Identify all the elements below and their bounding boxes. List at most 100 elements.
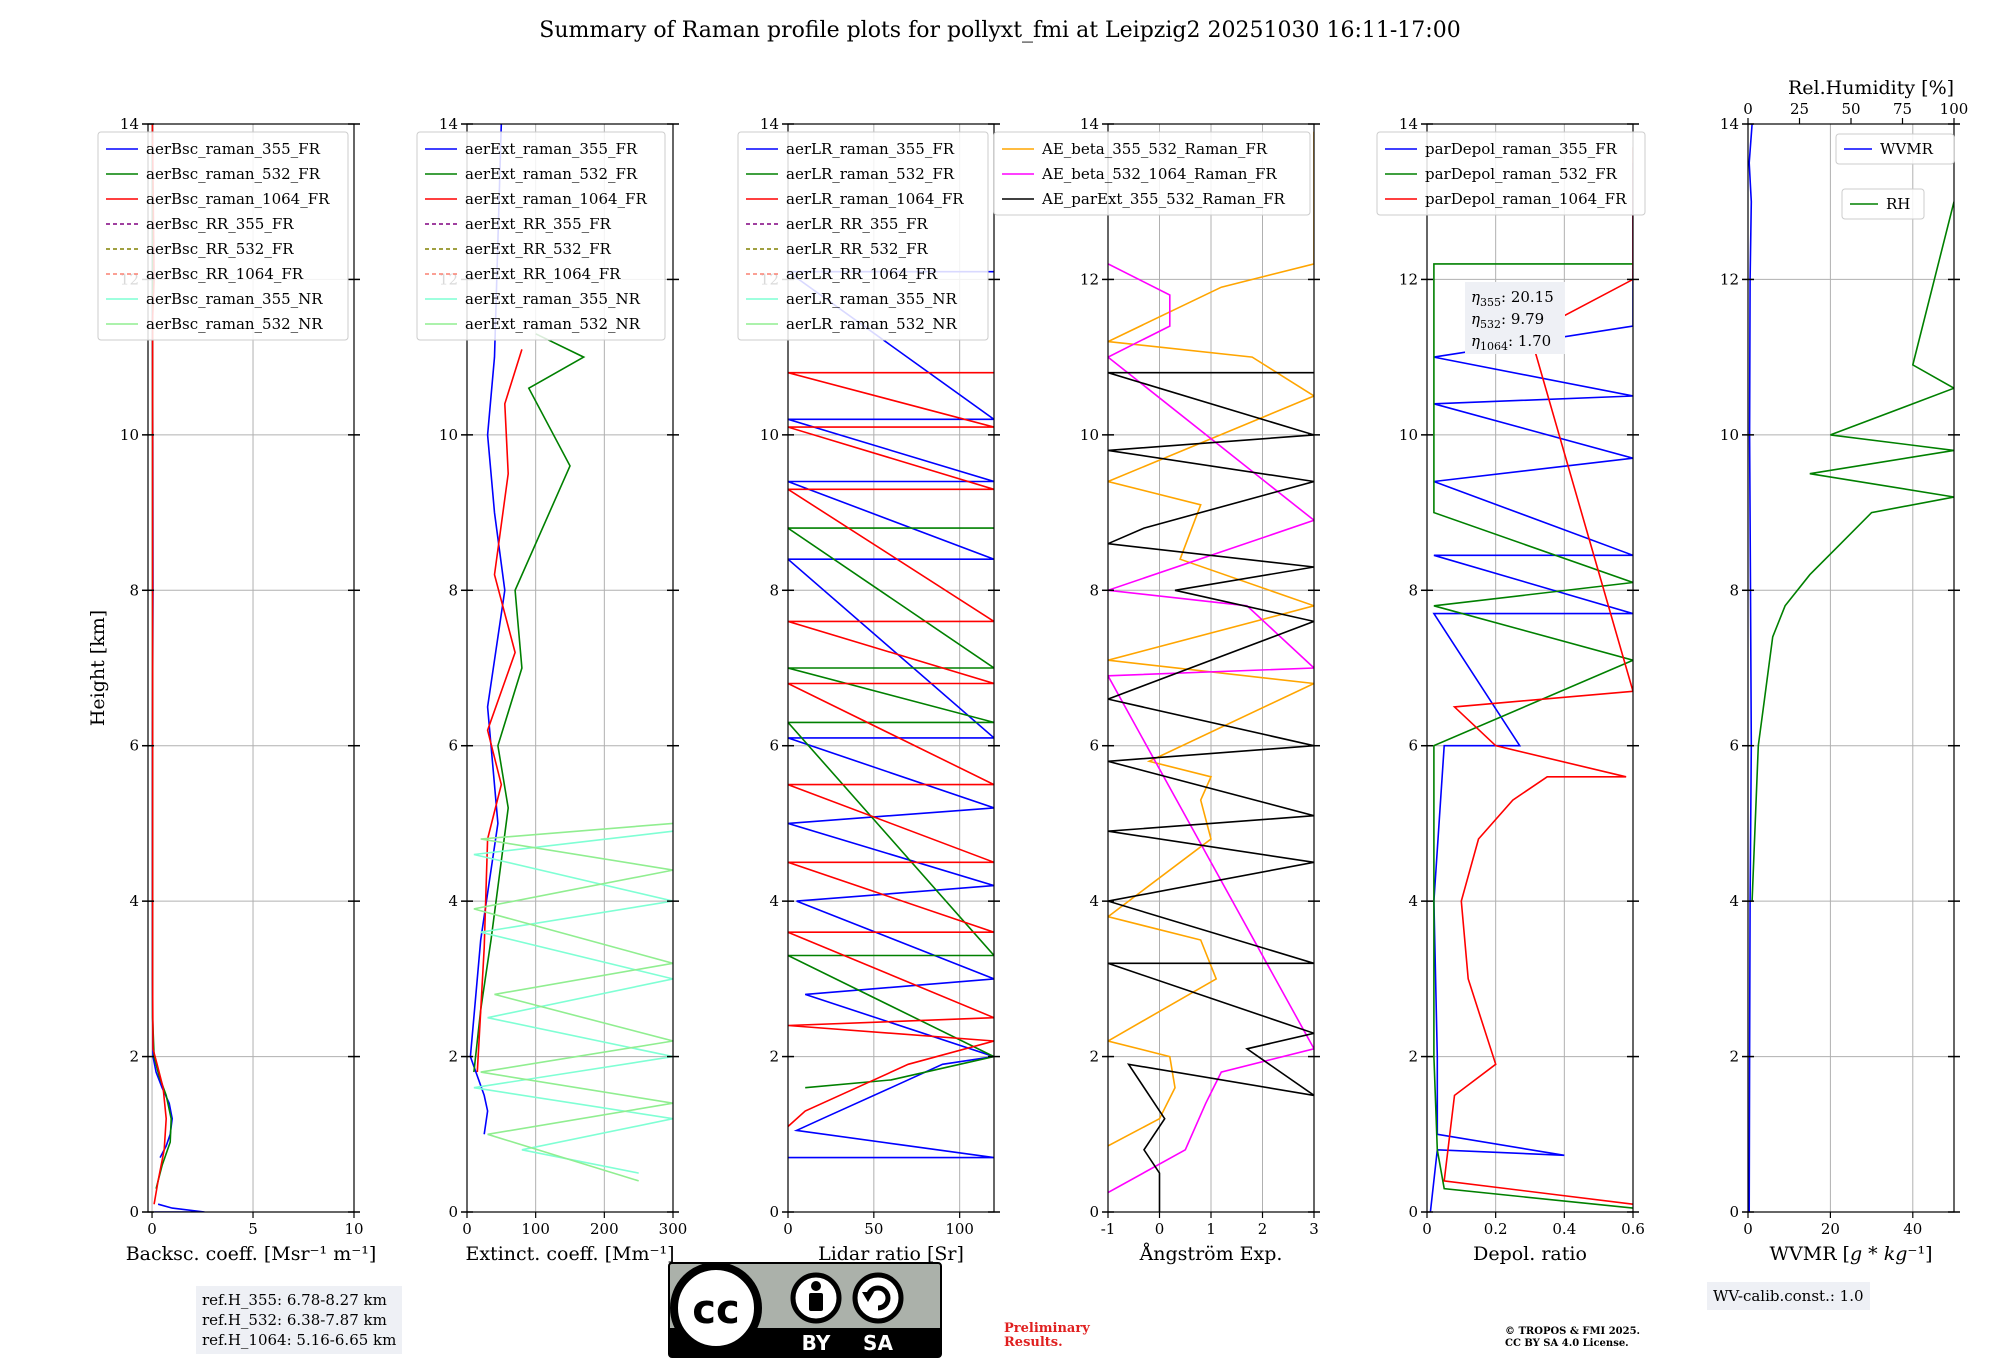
top-x-axis-label: Rel.Humidity [%]: [1788, 77, 1954, 99]
series-line-parDepol_raman_532_FR: [1433, 263, 1633, 1209]
copyright-note: © TROPOS & FMI 2025. CC BY SA 4.0 Licens…: [1505, 1326, 1640, 1350]
legend-label-aerBsc_raman_355_FR: aerBsc_raman_355_FR: [146, 140, 321, 158]
y-tick-label: 6: [129, 737, 139, 755]
ref-height-355: ref.H_355: 6.78-8.27 km: [202, 1291, 387, 1309]
by-label: BY: [802, 1331, 831, 1355]
ref-height-532: ref.H_532: 6.38-7.87 km: [202, 1311, 387, 1329]
eta-box: [1465, 282, 1565, 354]
x-tick-label: 5: [248, 1220, 258, 1238]
x-axis-label-part: ]: [1925, 1243, 1932, 1265]
legend-label-aerExt_RR_1064_FR: aerExt_RR_1064_FR: [465, 265, 621, 283]
figure-title: Summary of Raman profile plots for polly…: [539, 18, 1461, 43]
y-tick-label: 6: [1729, 737, 1739, 755]
x-axis-label-part: g: [1850, 1243, 1862, 1265]
x-tick-label: 10: [344, 1220, 363, 1238]
series-line-surface_peak: [154, 1203, 205, 1212]
x-tick-label: 0: [783, 1220, 793, 1238]
legend-label-aerExt_RR_532_FR: aerExt_RR_532_FR: [465, 240, 612, 258]
y-tick-label: 6: [448, 737, 458, 755]
y-tick-label: 8: [129, 581, 139, 599]
y-tick-label: 8: [1408, 581, 1418, 599]
top-x-tick-label: 0: [1743, 100, 1753, 118]
legend-label-aerBsc_RR_355_FR: aerBsc_RR_355_FR: [146, 215, 294, 233]
panel-lidar_ratio: 02468101214050100Lidar ratio [Sr]aerLR_r…: [737, 115, 1000, 1265]
axes-frame: [1747, 123, 1955, 1213]
legend-label-parDepol_raman_1064_FR: parDepol_raman_1064_FR: [1425, 190, 1627, 208]
series-line-aerLR_raman_1064_FR: [788, 371, 994, 1128]
x-tick-label: 0: [1155, 1220, 1165, 1238]
y-tick-label: 14: [1720, 115, 1739, 133]
x-axis-label-part: ⁻¹: [1907, 1243, 1925, 1265]
eta-value: η1064: 1.70: [1471, 332, 1551, 353]
y-tick-label: 2: [1408, 1048, 1418, 1066]
legend-label-WVMR: WVMR: [1880, 140, 1934, 158]
eta-part: 1064: [1480, 340, 1508, 353]
x-tick-label: 0: [147, 1220, 157, 1238]
x-axis-label: Extinct. coeff. [Mm⁻¹]: [465, 1243, 674, 1265]
eta-part: 355: [1480, 296, 1501, 309]
preliminary-line-1: Preliminary: [1004, 1321, 1090, 1336]
x-tick-label: 100: [945, 1220, 974, 1238]
axes-frame: [787, 123, 995, 1213]
y-tick-label: 4: [1729, 892, 1739, 910]
preliminary-line-2: Results.: [1004, 1335, 1063, 1350]
legend-label-aerExt_RR_355_FR: aerExt_RR_355_FR: [465, 215, 612, 233]
y-tick-label: 4: [448, 892, 458, 910]
series-group: [1748, 124, 1954, 1212]
cc-license-badge: cc BY SA: [668, 1262, 942, 1358]
series-line-aerExt_raman_355_NR: [473, 830, 673, 1174]
x-tick-label: 0: [1422, 1220, 1432, 1238]
legend-box: [97, 131, 349, 341]
axes-frame: [1426, 123, 1634, 1213]
sa-arrow-head: [862, 1292, 874, 1302]
series-line-AE_parExt_355_532_Raman_FR: [1108, 371, 1314, 1212]
x-axis-label: Ångström Exp.: [1139, 1243, 1283, 1265]
axes-frame: [147, 123, 355, 1213]
x-axis-label: Backsc. coeff. [Msr⁻¹ m⁻¹]: [126, 1243, 377, 1265]
legend-label-aerLR_RR_355_FR: aerLR_RR_355_FR: [786, 215, 928, 233]
x-tick-label: 40: [1903, 1220, 1922, 1238]
y-tick-label: 6: [1089, 737, 1099, 755]
series-group: [788, 270, 994, 1159]
series-line-aerLR_raman_355_FR: [788, 270, 994, 1159]
x-tick-label: 0: [1743, 1220, 1753, 1238]
y-tick-label: 14: [439, 115, 458, 133]
cc-circle-icon: [670, 1262, 762, 1354]
x-tick-label: 20: [1821, 1220, 1840, 1238]
series-line-aerLR_raman_532_FR: [788, 527, 994, 1089]
y-tick-label: 0: [1089, 1203, 1099, 1221]
y-tick-label: 14: [760, 115, 779, 133]
eta-value: η532: 9.79: [1471, 310, 1544, 331]
y-tick-label: 0: [448, 1203, 458, 1221]
legend-label-aerLR_raman_532_FR: aerLR_raman_532_FR: [786, 165, 955, 183]
x-axis-label: Lidar ratio [Sr]: [818, 1243, 964, 1265]
y-tick-label: 12: [1080, 270, 1099, 288]
legend-label-aerExt_raman_1064_FR: aerExt_raman_1064_FR: [465, 190, 647, 208]
eta-part: η: [1471, 332, 1480, 350]
series-line-aerExt_raman_1064_FR: [476, 349, 523, 1073]
y-tick-label: 14: [1399, 115, 1418, 133]
copyright-line-1: © TROPOS & FMI 2025.: [1505, 1326, 1641, 1337]
y-tick-label: 2: [1089, 1048, 1099, 1066]
sa-share-icon: [852, 1272, 904, 1324]
y-tick-label: 4: [129, 892, 139, 910]
x-tick-label: 200: [590, 1220, 619, 1238]
x-tick-label: 0.4: [1552, 1220, 1576, 1238]
legend-label-aerBsc_raman_532_FR: aerBsc_raman_532_FR: [146, 165, 321, 183]
x-tick-label: 0: [462, 1220, 472, 1238]
eta-value: η355: 20.15: [1471, 288, 1554, 309]
by-person-body: [809, 1293, 823, 1311]
x-tick-label: 0.6: [1621, 1220, 1645, 1238]
y-tick-label: 0: [1729, 1203, 1739, 1221]
y-tick-label: 8: [1089, 581, 1099, 599]
copyright-line-2: CC BY SA 4.0 License.: [1505, 1338, 1629, 1349]
sa-label: SA: [863, 1331, 893, 1355]
y-tick-label: 8: [448, 581, 458, 599]
y-tick-label: 10: [120, 426, 139, 444]
x-axis-label-part: WVMR [: [1770, 1243, 1850, 1265]
y-tick-label: 10: [760, 426, 779, 444]
cc-text: cc: [692, 1287, 739, 1333]
y-axis-label: Height [km]: [87, 610, 109, 726]
